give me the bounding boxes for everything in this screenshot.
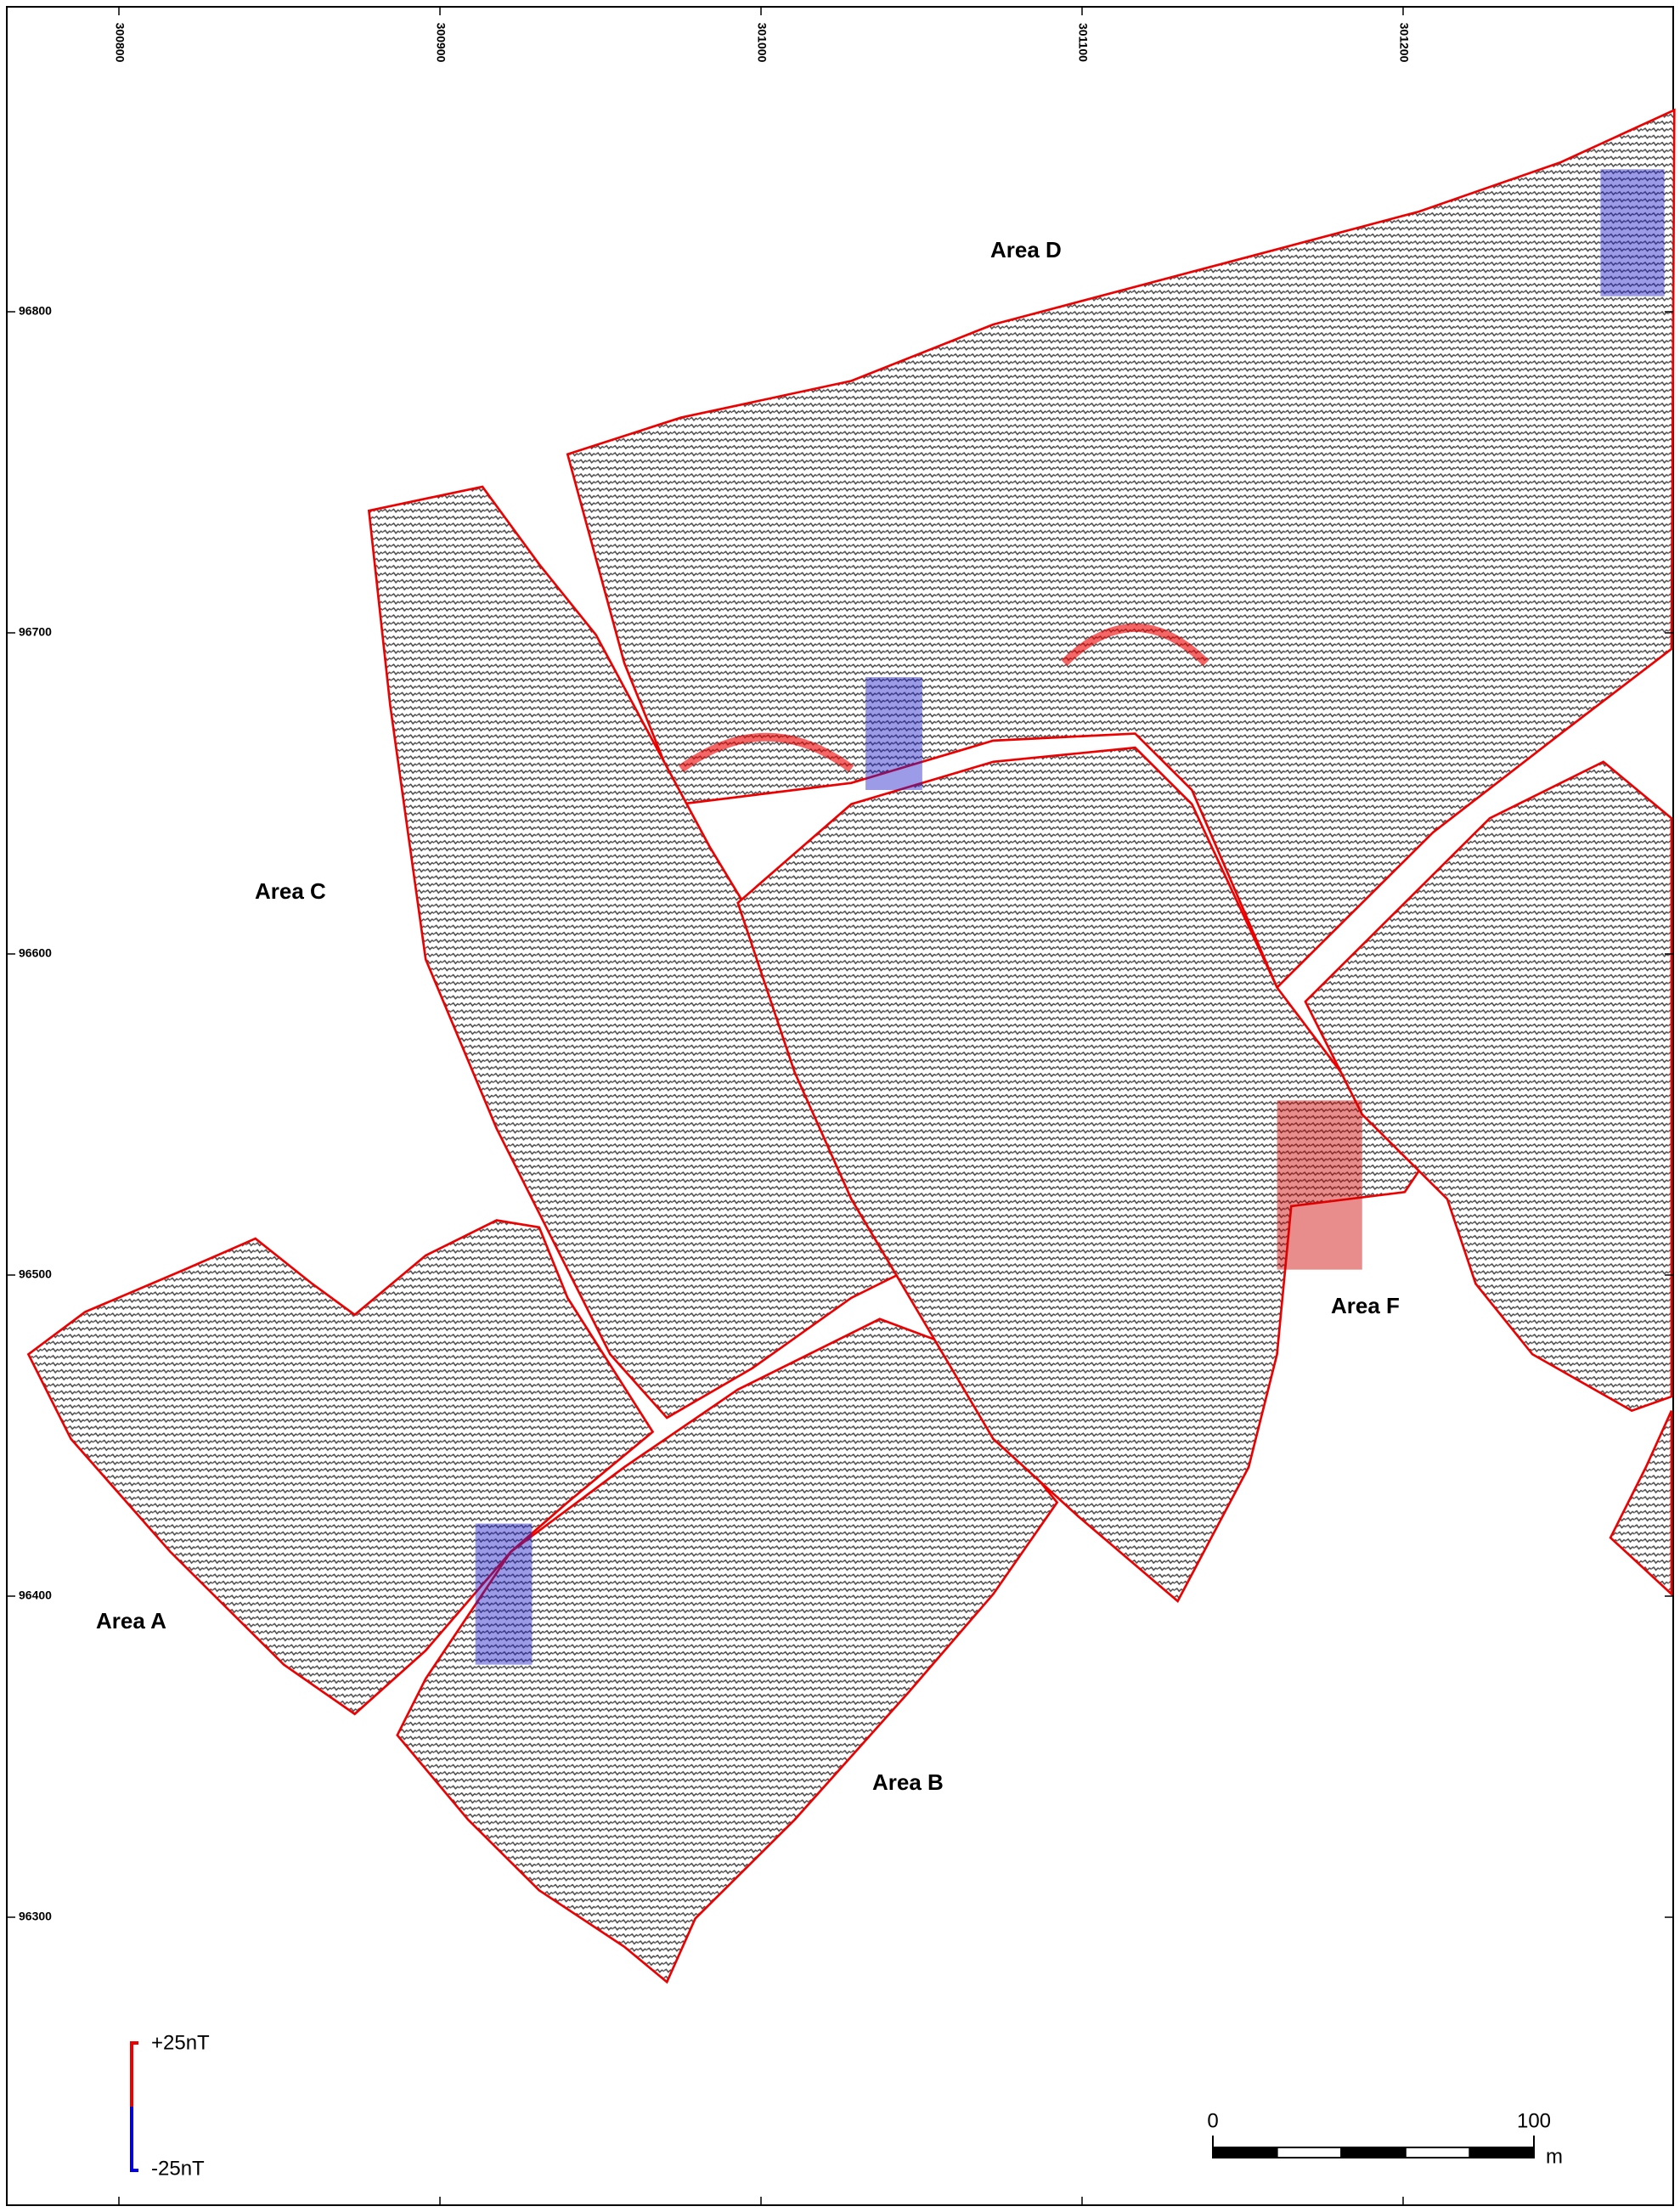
scale-segment bbox=[1341, 2147, 1406, 2158]
area-label: Area C bbox=[255, 878, 326, 904]
legend-bar-negative bbox=[132, 2107, 138, 2170]
legend: +25nT -25nT bbox=[132, 2031, 210, 2180]
northing-label: 96700 bbox=[19, 625, 52, 639]
legend-bar-positive bbox=[132, 2043, 138, 2107]
legend-label: +25nT bbox=[151, 2031, 210, 2054]
anomaly bbox=[476, 1524, 533, 1665]
northing-label: 96400 bbox=[19, 1588, 52, 1602]
scale-label: 100 bbox=[1517, 2109, 1551, 2132]
survey-area-g bbox=[1610, 1411, 1672, 1594]
survey-areas bbox=[28, 110, 1674, 1983]
scale-segment bbox=[1406, 2147, 1470, 2158]
easting-label: 300800 bbox=[113, 23, 127, 63]
easting-label: 300900 bbox=[434, 23, 448, 63]
anomaly bbox=[1600, 169, 1664, 296]
easting-label: 301100 bbox=[1076, 23, 1090, 62]
scale-unit: m bbox=[1546, 2145, 1563, 2168]
area-label: Area D bbox=[990, 237, 1062, 262]
anomaly bbox=[865, 677, 922, 790]
anomaly bbox=[1277, 1100, 1362, 1269]
scale-label: 0 bbox=[1207, 2109, 1218, 2132]
legend-label: -25nT bbox=[151, 2157, 205, 2180]
area-label: Area B bbox=[872, 1769, 944, 1795]
easting-label: 301200 bbox=[1397, 23, 1411, 63]
northing-label: 96500 bbox=[19, 1267, 52, 1281]
northing-label: 96300 bbox=[19, 1910, 52, 1923]
scale-segment bbox=[1469, 2147, 1534, 2158]
area-label: Area F bbox=[1331, 1293, 1400, 1318]
scale-segment bbox=[1277, 2147, 1342, 2158]
easting-label: 301000 bbox=[755, 23, 769, 63]
area-label: Area A bbox=[96, 1608, 166, 1634]
northing-label: 96600 bbox=[19, 946, 52, 960]
scale-segment bbox=[1213, 2147, 1277, 2158]
map: Area A Area B Area C Area D Area F +25nT… bbox=[0, 0, 1680, 2212]
northing-label: 96800 bbox=[19, 304, 52, 318]
